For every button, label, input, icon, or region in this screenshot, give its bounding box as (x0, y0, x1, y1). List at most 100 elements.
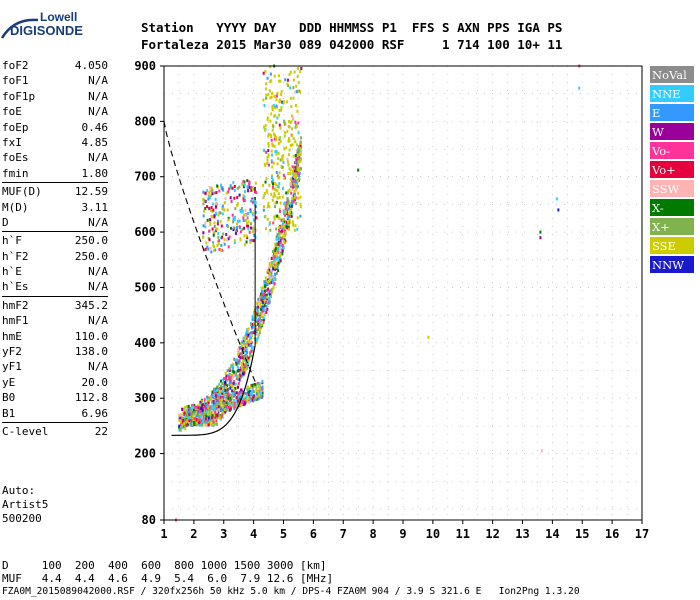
echo-point (299, 146, 302, 150)
echo-point (178, 413, 181, 417)
echo-point (241, 372, 244, 376)
echo-point (254, 383, 257, 387)
echo-point (180, 426, 183, 430)
echo-point (255, 318, 258, 322)
echo-point (205, 241, 208, 245)
echo-point (225, 398, 228, 402)
echo-point (250, 188, 253, 192)
echo-point (239, 369, 242, 373)
echo-point (284, 226, 287, 230)
echo-point (222, 381, 225, 385)
echo-point (294, 172, 297, 176)
echo-point (259, 395, 262, 399)
echo-point (294, 187, 297, 191)
echo-point (239, 366, 242, 370)
echo-point (257, 327, 260, 331)
echo-point (184, 427, 187, 431)
echo-point (252, 198, 255, 202)
echo-point (293, 189, 296, 193)
echo-point (280, 106, 283, 110)
echo-point (268, 300, 271, 304)
echo-point (292, 223, 295, 227)
echo-point (283, 119, 286, 123)
param-row: h`E N/A (2, 264, 108, 279)
echo-point (297, 196, 300, 200)
echo-point (240, 345, 243, 349)
echo-point (236, 394, 239, 398)
echo-point (225, 377, 228, 381)
echo-point (271, 288, 274, 292)
echo-point (193, 422, 196, 426)
echo-point (238, 394, 241, 398)
echo-point (213, 423, 216, 427)
echo-point (264, 214, 267, 218)
echo-point (245, 234, 248, 238)
echo-point (299, 143, 302, 147)
echo-point (282, 209, 285, 213)
echo-point (276, 233, 279, 237)
echo-point (240, 395, 243, 399)
echo-point (540, 449, 543, 453)
echo-point (249, 222, 252, 226)
echo-point (214, 410, 217, 414)
param-value: 6.96 (81, 406, 109, 420)
echo-point (264, 163, 267, 167)
echo-point (251, 187, 254, 191)
echo-point (246, 221, 249, 225)
echo-point (357, 168, 360, 172)
echo-point (233, 196, 236, 200)
echo-point (280, 231, 283, 235)
echo-point (275, 94, 278, 98)
echo-point (221, 391, 224, 395)
echo-point (231, 389, 234, 393)
echo-point (274, 149, 277, 153)
echo-point (255, 395, 258, 399)
echo-point (276, 116, 279, 120)
echo-point (276, 214, 279, 218)
echo-point (265, 189, 268, 193)
echo-point (207, 423, 210, 427)
echo-point (261, 391, 264, 395)
echo-point (207, 416, 210, 420)
echo-point (284, 231, 287, 235)
echo-point (268, 275, 271, 279)
echo-point (297, 167, 300, 171)
echo-point (294, 182, 297, 186)
echo-point (272, 257, 275, 261)
echo-point (299, 70, 302, 74)
echo-point (256, 332, 259, 336)
echo-point (212, 248, 215, 252)
echo-point (539, 230, 542, 234)
echo-point (247, 359, 250, 363)
echo-point (251, 385, 254, 389)
echo-point (247, 387, 250, 391)
echo-point (188, 412, 191, 416)
echo-point (195, 418, 198, 422)
echo-point (287, 199, 290, 203)
echo-point (241, 340, 244, 344)
echo-point (262, 320, 265, 324)
legend-item: NNW (650, 256, 694, 275)
echo-point (219, 211, 222, 215)
echo-point (281, 195, 284, 199)
echo-point (282, 160, 285, 164)
param-separator (2, 295, 108, 297)
echo-point (190, 420, 193, 424)
echo-point (290, 200, 293, 204)
echo-point (280, 229, 283, 233)
echo-point (187, 404, 190, 408)
echo-point (233, 188, 236, 192)
y-tick-label: 900 (134, 59, 156, 73)
x-tick-label: 3 (220, 527, 227, 541)
echo-points (174, 64, 581, 522)
echo-point (201, 408, 204, 412)
echo-point (273, 252, 276, 256)
echo-point (213, 420, 216, 424)
echo-point (273, 192, 276, 196)
echo-point (253, 202, 256, 206)
echo-point (254, 196, 257, 200)
echo-point (234, 230, 237, 234)
echo-point (267, 132, 270, 136)
echo-point (294, 120, 297, 124)
echo-point (243, 180, 246, 184)
